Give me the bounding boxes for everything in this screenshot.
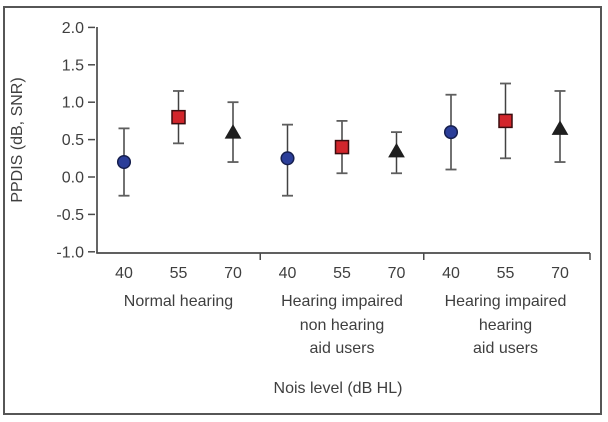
x-tick-label: 40 bbox=[115, 265, 133, 282]
axes bbox=[96, 27, 590, 254]
y-axis-title: PPDIS (dB, SNR) bbox=[9, 77, 26, 202]
x-axis-title: Nois level (dB HL) bbox=[274, 380, 403, 397]
x-tick-label: 55 bbox=[497, 265, 515, 282]
x-tick-label: 40 bbox=[442, 265, 460, 282]
group-0: 40 55 70 Normal hearing bbox=[115, 90, 242, 310]
marker-circle bbox=[443, 125, 459, 140]
x-tick-label: 55 bbox=[333, 265, 351, 282]
marker-circle bbox=[280, 151, 295, 166]
marker-triangle bbox=[224, 124, 242, 139]
datapoint-normal-hearing-40 bbox=[116, 127, 132, 197]
y-tick-label: 2.0 bbox=[62, 20, 84, 37]
datapoint-hearing-impaired-40 bbox=[443, 93, 459, 171]
x-tick-label: 70 bbox=[224, 265, 242, 282]
group-label-line: non hearing bbox=[300, 317, 385, 334]
figure-frame bbox=[3, 6, 602, 415]
y-tick-label: 1.5 bbox=[62, 57, 84, 74]
group-label-line: Normal hearing bbox=[124, 293, 233, 310]
group-label-line: aid users bbox=[473, 340, 538, 357]
y-tick-label: 1.0 bbox=[62, 95, 84, 112]
y-tick-label: -1.0 bbox=[56, 244, 84, 261]
datapoint-hearing-impaired-40 bbox=[280, 123, 295, 197]
group-1: 40 55 70 Hearing impaired non hearing aid use… bbox=[279, 120, 406, 357]
x-tick-label: 70 bbox=[551, 265, 569, 282]
marker-triangle bbox=[388, 142, 405, 158]
group-label-line: hearing bbox=[479, 317, 532, 334]
marker-triangle bbox=[551, 120, 569, 135]
datapoint-normal-hearing-70 bbox=[224, 101, 242, 163]
y-tick-label: -0.5 bbox=[56, 207, 84, 224]
x-tick-label: 70 bbox=[388, 265, 406, 282]
x-axis-dividers bbox=[259, 253, 591, 260]
group-label-line: Hearing impaired bbox=[445, 293, 567, 310]
x-tick-label: 40 bbox=[279, 265, 297, 282]
marker-square bbox=[171, 109, 186, 125]
marker-circle bbox=[116, 154, 132, 170]
group-2: 40 55 70 Hearing impaired hearing aid users bbox=[442, 82, 569, 357]
y-tick-label: 0.0 bbox=[62, 170, 84, 187]
x-tick-label: 55 bbox=[170, 265, 188, 282]
y-axis-ticks: 2.0 1.5 1.0 0.5 0.0 -0.5 -1.0 bbox=[56, 20, 95, 261]
group-label-line: Hearing impaired bbox=[281, 293, 403, 310]
datapoint-normal-hearing-55 bbox=[171, 90, 186, 145]
marker-square bbox=[334, 139, 350, 155]
datapoint-hearing-impaired-55 bbox=[334, 120, 350, 175]
datapoint-hearing-impaired-70 bbox=[388, 131, 405, 175]
datapoint-hearing-impaired-70 bbox=[551, 90, 569, 163]
marker-square bbox=[498, 113, 513, 129]
datapoint-hearing-impaired-55 bbox=[498, 82, 513, 160]
group-label-line: aid users bbox=[310, 340, 375, 357]
y-tick-label: 0.5 bbox=[62, 132, 84, 149]
